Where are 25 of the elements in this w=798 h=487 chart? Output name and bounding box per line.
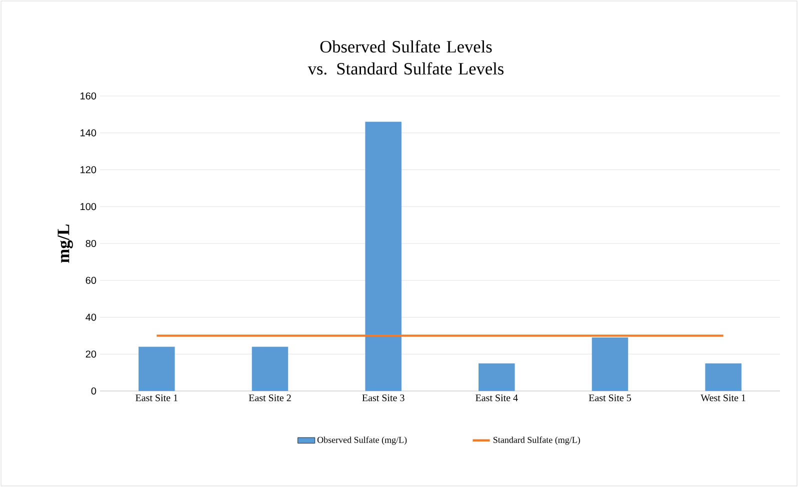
y-tick-label: 20 [86,350,96,358]
x-tick-label: East Site 1 [136,394,178,402]
x-tick-label: West Site 1 [700,394,746,402]
chart-title: Observed Sulfate Levels vs. Standard Sulfate Levels [308,40,504,75]
y-tick-label: 140 [80,129,96,136]
bar [365,122,402,391]
y-tick-label: 60 [86,276,96,284]
bar [478,363,515,391]
x-tick-label: East Site 5 [588,394,631,402]
x-tick-label: East Site 4 [476,394,518,402]
y-tick-label: 100 [80,203,96,210]
legend-label: Observed Sulfate (mg/L) [317,436,407,445]
y-tick-label: 160 [80,92,96,100]
y-tick-label: 80 [86,240,96,248]
bar [252,346,288,391]
legend-label: Standard Sulfate (mg/L) [494,436,580,445]
bar [138,346,175,391]
bar [705,363,742,391]
y-axis-title: mg/L [58,224,73,263]
y-tick-label: 0 [91,387,96,395]
x-tick-label: East Site 2 [248,394,291,402]
y-tick-label: 120 [80,166,96,174]
bar [592,338,628,391]
x-tick-label: East Site 3 [362,394,404,402]
y-tick-label: 40 [86,314,96,321]
